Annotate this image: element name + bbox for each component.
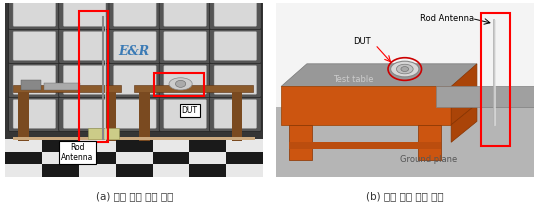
Bar xyxy=(226,152,263,164)
Bar xyxy=(42,164,79,177)
Bar xyxy=(154,73,204,96)
Ellipse shape xyxy=(169,78,192,90)
FancyBboxPatch shape xyxy=(214,0,257,26)
FancyBboxPatch shape xyxy=(59,62,110,97)
Bar xyxy=(106,92,116,140)
FancyBboxPatch shape xyxy=(59,96,110,131)
FancyBboxPatch shape xyxy=(13,32,56,60)
Bar xyxy=(79,152,116,164)
Text: Rod Antenna: Rod Antenna xyxy=(420,14,474,23)
Bar xyxy=(153,152,189,164)
FancyBboxPatch shape xyxy=(114,0,156,26)
Bar xyxy=(189,139,226,152)
FancyBboxPatch shape xyxy=(214,32,257,60)
Text: Rod
Antenna: Rod Antenna xyxy=(61,143,94,163)
Bar xyxy=(140,92,150,140)
Text: Ground plane: Ground plane xyxy=(399,155,457,164)
FancyBboxPatch shape xyxy=(109,62,161,97)
FancyBboxPatch shape xyxy=(109,0,161,29)
FancyBboxPatch shape xyxy=(159,0,211,29)
FancyBboxPatch shape xyxy=(114,32,156,60)
Bar xyxy=(226,164,263,177)
FancyBboxPatch shape xyxy=(109,28,161,63)
Ellipse shape xyxy=(396,64,413,74)
FancyBboxPatch shape xyxy=(59,0,110,29)
FancyBboxPatch shape xyxy=(59,28,110,63)
FancyBboxPatch shape xyxy=(64,66,106,94)
FancyBboxPatch shape xyxy=(164,99,206,128)
Bar xyxy=(5,164,42,177)
FancyBboxPatch shape xyxy=(214,99,257,128)
Bar xyxy=(88,128,119,139)
Bar xyxy=(116,152,153,164)
Ellipse shape xyxy=(401,67,409,71)
FancyBboxPatch shape xyxy=(9,0,60,29)
Bar xyxy=(5,152,42,164)
FancyBboxPatch shape xyxy=(159,96,211,131)
FancyBboxPatch shape xyxy=(13,99,56,128)
Bar xyxy=(116,139,153,152)
FancyBboxPatch shape xyxy=(159,62,211,97)
FancyBboxPatch shape xyxy=(210,62,261,97)
FancyBboxPatch shape xyxy=(210,28,261,63)
Bar xyxy=(134,85,253,92)
Polygon shape xyxy=(451,64,477,125)
FancyBboxPatch shape xyxy=(64,99,106,128)
Bar xyxy=(42,152,79,164)
Text: (a) 방사 방출 측정 환경: (a) 방사 방출 측정 환경 xyxy=(95,191,173,201)
Bar xyxy=(232,92,243,140)
Bar xyxy=(79,164,116,177)
Text: Test table: Test table xyxy=(333,75,373,84)
FancyBboxPatch shape xyxy=(214,66,257,94)
Polygon shape xyxy=(281,87,451,125)
FancyBboxPatch shape xyxy=(9,28,60,63)
Bar xyxy=(189,164,226,177)
Bar xyxy=(21,80,42,90)
Bar xyxy=(44,83,80,90)
FancyBboxPatch shape xyxy=(9,62,60,97)
Bar xyxy=(42,139,79,152)
Text: DUT: DUT xyxy=(353,37,371,46)
Text: E&R: E&R xyxy=(119,45,150,58)
FancyBboxPatch shape xyxy=(114,99,156,128)
FancyBboxPatch shape xyxy=(13,0,56,26)
Polygon shape xyxy=(289,125,312,160)
Polygon shape xyxy=(418,125,441,160)
Polygon shape xyxy=(289,142,441,149)
Bar xyxy=(481,13,510,146)
Bar xyxy=(189,152,226,164)
Bar xyxy=(18,92,29,140)
Text: DUT: DUT xyxy=(182,106,198,115)
Bar xyxy=(5,3,263,139)
Ellipse shape xyxy=(176,80,186,87)
Polygon shape xyxy=(281,64,477,87)
FancyBboxPatch shape xyxy=(164,66,206,94)
Bar xyxy=(153,164,189,177)
FancyBboxPatch shape xyxy=(64,0,106,26)
FancyBboxPatch shape xyxy=(164,32,206,60)
FancyBboxPatch shape xyxy=(210,0,261,29)
Bar xyxy=(116,164,153,177)
Bar xyxy=(153,139,189,152)
Polygon shape xyxy=(451,104,477,142)
Bar xyxy=(13,137,255,140)
Bar xyxy=(79,12,108,142)
FancyBboxPatch shape xyxy=(9,96,60,131)
FancyBboxPatch shape xyxy=(159,28,211,63)
Ellipse shape xyxy=(391,61,419,77)
Bar xyxy=(13,85,121,92)
Bar xyxy=(226,139,263,152)
Bar xyxy=(79,139,116,152)
FancyBboxPatch shape xyxy=(109,96,161,131)
Bar xyxy=(5,139,42,152)
FancyBboxPatch shape xyxy=(210,96,261,131)
Text: (b) 방사 방출 해석 모델: (b) 방사 방출 해석 모델 xyxy=(366,191,444,201)
Polygon shape xyxy=(276,107,534,177)
FancyBboxPatch shape xyxy=(64,32,106,60)
FancyBboxPatch shape xyxy=(164,0,206,26)
FancyBboxPatch shape xyxy=(13,66,56,94)
FancyBboxPatch shape xyxy=(114,66,156,94)
Polygon shape xyxy=(436,87,534,107)
